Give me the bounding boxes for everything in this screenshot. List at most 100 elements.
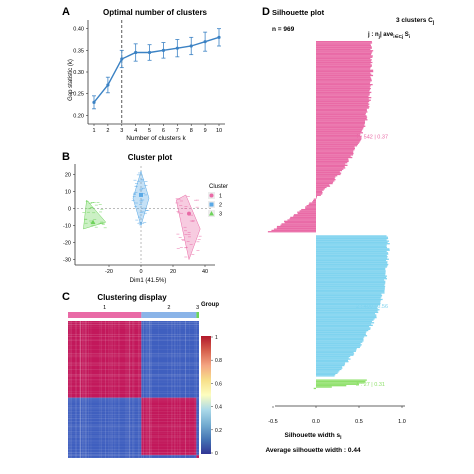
y-tick-label: 0.25 [73, 92, 84, 98]
cluster-point-3 [101, 223, 105, 225]
silhouette-bar-1 [316, 195, 318, 198]
silhouette-cluster-label-3: 3 : 27 | 0.31 [356, 382, 385, 388]
silhouette-bar-1 [316, 61, 373, 64]
silhouette-bar-2 [316, 271, 386, 273]
silhouette-bar-1 [316, 69, 374, 71]
silhouette-bar-1 [316, 163, 346, 165]
cluster-point-2 [142, 207, 146, 209]
cluster-point-3 [89, 220, 93, 222]
silhouette-bar-1 [316, 172, 342, 174]
cluster-point-3 [89, 202, 93, 204]
cluster-hull-1 [175, 194, 201, 261]
cluster-point-1 [177, 198, 181, 200]
heatmap-block-1-1 [141, 397, 197, 456]
y-tick-label: 0.30 [73, 70, 84, 76]
cluster-point-2 [138, 172, 142, 174]
silhouette-bar-2 [316, 276, 387, 279]
y-tick-label: 10 [65, 190, 71, 196]
silhouette-bar-1 [316, 160, 349, 163]
silhouette-bar-2 [316, 348, 357, 350]
silhouette-bar-1 [316, 80, 372, 82]
silhouette-bar-1 [316, 70, 374, 73]
silhouette-bar-1 [284, 220, 316, 222]
panel-letter-a: A [62, 6, 70, 18]
chart-d-header: 3 clusters Cj [396, 17, 435, 26]
silhouette-bar-1 [316, 77, 372, 79]
silhouette-bar-1 [316, 44, 372, 47]
cluster-point-3 [101, 223, 105, 224]
silhouette-bar-2 [316, 362, 346, 364]
silhouette-bar-1 [316, 136, 362, 138]
silhouette-bar-2 [316, 346, 360, 349]
cluster-point-1 [181, 239, 185, 241]
cluster-point-1 [187, 232, 191, 233]
silhouette-bar-2 [316, 270, 386, 272]
cluster-point-1 [186, 241, 190, 242]
silhouette-bar-1 [316, 180, 335, 182]
silhouette-bar-1 [316, 59, 372, 61]
silhouette-bar-2 [316, 364, 345, 367]
silhouette-bar-2 [316, 272, 386, 275]
silhouette-bar-1 [316, 99, 371, 101]
silhouette-bar-2 [316, 280, 386, 282]
silhouette-bar-1 [316, 171, 340, 173]
gap-series-line [93, 36, 220, 103]
legend-label-3: 3 [219, 212, 222, 218]
silhouette-bar-2 [316, 318, 375, 320]
silhouette-bar-2 [316, 349, 357, 351]
silhouette-bar-1 [316, 106, 370, 108]
cluster-point-1 [176, 248, 180, 249]
silhouette-bar-2 [316, 373, 336, 376]
silhouette-bar-1 [297, 212, 316, 215]
silhouette-bar-2 [316, 370, 340, 372]
cluster-point-1 [191, 254, 195, 255]
silhouette-bar-1 [316, 96, 372, 99]
silhouette-bar-2 [316, 291, 385, 293]
x-tick-label: 10 [216, 128, 222, 134]
silhouette-bar-1 [301, 208, 316, 211]
cluster-point-1 [197, 239, 201, 240]
silhouette-bar-1 [280, 224, 316, 226]
cluster-point-1 [179, 247, 183, 248]
silhouette-bar-1 [306, 205, 316, 207]
silhouette-bar-2 [316, 367, 343, 369]
silhouette-bar-2 [316, 351, 354, 354]
silhouette-bar-2 [316, 319, 374, 321]
silhouette-bar-2 [316, 357, 349, 359]
x-tick-label: -20 [105, 269, 113, 275]
cluster-point-3 [94, 204, 98, 206]
y-tick-label: 0.35 [73, 48, 84, 54]
chart-a-xlabel: Number of clusters k [126, 135, 186, 142]
cluster-point-2 [143, 221, 147, 223]
silhouette-bar-2 [316, 326, 370, 328]
x-tick-label: 7 [176, 128, 179, 134]
silhouette-bar-1 [316, 141, 360, 143]
silhouette-bar-2 [316, 341, 363, 343]
silhouette-bar-1 [316, 90, 370, 92]
silhouette-bar-2 [316, 327, 371, 329]
silhouette-bar-2 [316, 298, 383, 301]
silhouette-bar-1 [316, 165, 345, 168]
x-tick-label: 2 [106, 128, 109, 134]
silhouette-bar-1 [316, 128, 364, 130]
silhouette-bar-2 [316, 307, 378, 310]
silhouette-bar-1 [316, 149, 355, 151]
colorbar-tick-label: 0 [215, 451, 218, 457]
silhouette-bar-1 [316, 41, 372, 43]
silhouette-bar-2 [316, 359, 348, 362]
silhouette-bar-2 [316, 297, 381, 299]
group-label-1: 1 [103, 305, 106, 311]
silhouette-bar-2 [316, 275, 387, 277]
silhouette-bar-1 [316, 132, 363, 134]
cluster-point-1 [187, 234, 191, 235]
cluster-point-3 [103, 227, 107, 229]
silhouette-bar-1 [316, 104, 369, 107]
silhouette-bar-1 [305, 207, 316, 209]
chart-b-xlabel: Dim1 (41.5%) [130, 278, 167, 284]
silhouette-bar-2 [316, 328, 371, 330]
silhouette-bar-3 [316, 386, 332, 388]
silhouette-bar-2 [316, 332, 366, 334]
silhouette-bar-2 [316, 236, 388, 238]
cluster-point-2 [141, 222, 145, 224]
silhouette-bar-1 [316, 116, 368, 118]
